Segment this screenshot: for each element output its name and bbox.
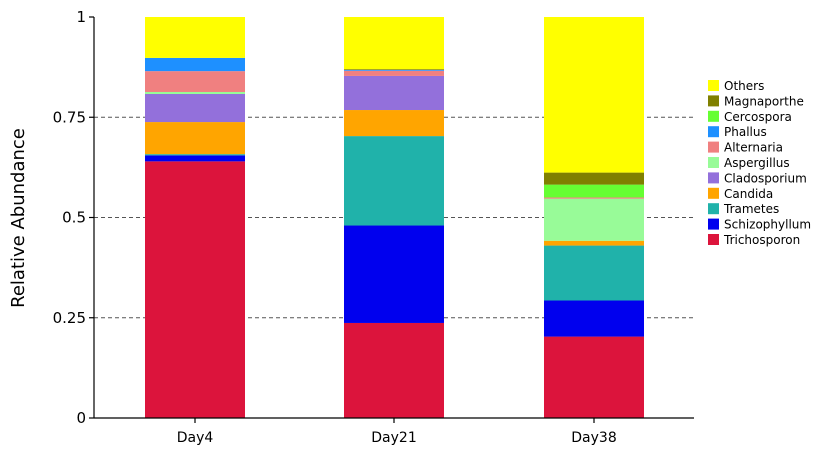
legend-label: Others [724,79,764,93]
legend-item-trametes: Trametes [708,202,779,216]
bar-segment-schizophyllum [145,155,245,162]
legend-item-aspergillus: Aspergillus [708,156,790,170]
legend-swatch [708,172,719,184]
bar-segment-trametes [544,245,644,301]
legend-item-schizophyllum: Schizophyllum [708,218,811,232]
bar-segment-schizophyllum [544,300,644,337]
y-tick-label: 0 [76,409,86,427]
bar-segment-alternaria [344,70,444,76]
bar-segment-candida [145,122,245,155]
bar-segment-others [344,17,444,70]
y-axis-label: Relative Abundance [8,128,29,308]
legend-swatch [708,187,719,199]
bar-segment-alternaria [544,197,644,199]
legend-label: Magnaporthe [724,94,804,108]
bar-segment-alternaria [145,71,245,92]
legend-label: Cercospora [724,110,792,124]
bar-segment-trichosporon [544,336,644,418]
bar-segment-trametes [344,136,444,226]
bar-segment-schizophyllum [344,225,444,323]
legend-swatch [708,157,719,168]
legend-item-magnaporthe: Magnaporthe [708,94,804,108]
legend-swatch [708,95,719,107]
legend-swatch [708,203,719,215]
bar-segment-trichosporon [344,322,444,418]
bar-segment-magnaporthe [344,69,444,70]
bar-segment-candida [344,110,444,137]
x-tick-label: Day38 [571,430,616,446]
bar-segment-aspergillus [145,91,245,94]
bar-segment-phallus [344,69,444,71]
legend-label: Alternaria [724,141,783,155]
bar-segment-phallus [145,57,245,72]
bar-segment-trametes [145,154,245,156]
bar-segment-others [544,17,644,173]
x-tick-label: Day21 [371,430,416,446]
y-tick-label: 0.75 [53,108,86,126]
bar-segment-cladosporium [145,93,245,123]
legend-label: Trichosporon [723,233,800,247]
legend-swatch [708,110,719,122]
legend-swatch [708,126,719,138]
bar-segment-cercospora [544,184,644,198]
bar-segment-others [145,17,245,58]
legend-item-alternaria: Alternaria [708,141,783,155]
legend-swatch [708,141,719,153]
y-tick-label: 0.25 [53,309,86,327]
legend-swatch [708,80,719,91]
axes: 0 0.25 0.5 0.75 1 Day4 Day21 Day38 [53,8,694,446]
x-tick-label: Day4 [177,430,214,446]
legend-item-cercospora: Cercospora [708,110,792,124]
legend-label: Schizophyllum [724,218,811,232]
legend-swatch [708,234,719,245]
legend-item-phallus: Phallus [708,125,767,139]
legend-item-others: Others [708,79,764,93]
y-tick-label: 0.5 [62,209,86,227]
bar-segment-trichosporon [145,161,245,419]
legend-label: Phallus [724,125,767,139]
legend-label: Cladosporium [724,171,807,185]
bar-segment-magnaporthe [544,172,644,185]
y-tick-label: 1 [76,8,86,26]
legend-label: Candida [724,187,773,201]
legend-item-cladosporium: Cladosporium [708,171,807,185]
legend-label: Aspergillus [724,156,790,170]
legend-item-candida: Candida [708,187,773,201]
legend-label: Trametes [723,202,779,216]
bar-segment-cladosporium [344,75,444,111]
legend-item-trichosporon: Trichosporon [708,233,800,247]
bar-segment-aspergillus [544,198,644,241]
bars-group [145,17,644,419]
bar-segment-candida [544,240,644,246]
legend-swatch [708,218,719,230]
